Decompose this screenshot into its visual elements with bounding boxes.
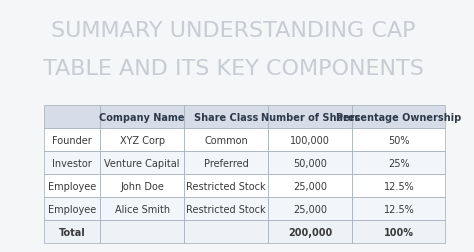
Bar (44, 198, 100, 220)
Text: 25%: 25% (388, 158, 410, 168)
Bar (352, 198, 446, 220)
Text: Investor: Investor (52, 158, 92, 168)
Bar (268, 220, 352, 243)
Bar (44, 106, 100, 129)
Text: TABLE AND ITS KEY COMPONENTS: TABLE AND ITS KEY COMPONENTS (43, 59, 424, 79)
Bar (268, 129, 352, 152)
Bar (184, 220, 268, 243)
Text: John Doe: John Doe (120, 181, 164, 191)
Text: Company Name: Company Name (100, 112, 185, 122)
Text: Share Class: Share Class (194, 112, 258, 122)
Text: 100,000: 100,000 (290, 135, 330, 145)
Text: Employee: Employee (48, 181, 96, 191)
Text: 12.5%: 12.5% (383, 181, 414, 191)
Text: Restricted Stock: Restricted Stock (186, 181, 266, 191)
Text: Preferred: Preferred (204, 158, 248, 168)
Text: Number of Shares: Number of Shares (261, 112, 360, 122)
Text: Percentage Ownership: Percentage Ownership (336, 112, 462, 122)
Bar (184, 152, 268, 175)
Text: Venture Capital: Venture Capital (104, 158, 180, 168)
Bar (268, 175, 352, 198)
Bar (44, 220, 100, 243)
Bar (100, 106, 184, 129)
Bar (352, 175, 446, 198)
Bar (352, 152, 446, 175)
Bar (100, 175, 184, 198)
Bar (44, 129, 100, 152)
Bar (184, 106, 268, 129)
Text: XYZ Corp: XYZ Corp (119, 135, 165, 145)
Bar (184, 175, 268, 198)
Bar (100, 198, 184, 220)
Text: SUMMARY UNDERSTANDING CAP: SUMMARY UNDERSTANDING CAP (51, 21, 416, 41)
Text: 25,000: 25,000 (293, 181, 327, 191)
Text: Common: Common (204, 135, 248, 145)
Bar (184, 129, 268, 152)
Text: Total: Total (59, 227, 86, 237)
Text: 200,000: 200,000 (288, 227, 332, 237)
Bar (100, 220, 184, 243)
Text: Alice Smith: Alice Smith (115, 204, 170, 214)
Bar (100, 152, 184, 175)
Bar (352, 129, 446, 152)
Text: 12.5%: 12.5% (383, 204, 414, 214)
Text: 50%: 50% (388, 135, 410, 145)
Bar (100, 129, 184, 152)
Text: 100%: 100% (384, 227, 414, 237)
Bar (352, 220, 446, 243)
Bar (268, 198, 352, 220)
Bar (268, 152, 352, 175)
Text: Employee: Employee (48, 204, 96, 214)
Bar (352, 106, 446, 129)
Text: 50,000: 50,000 (293, 158, 327, 168)
Text: 25,000: 25,000 (293, 204, 327, 214)
Text: Founder: Founder (52, 135, 92, 145)
Bar (184, 198, 268, 220)
Bar (44, 175, 100, 198)
Text: Restricted Stock: Restricted Stock (186, 204, 266, 214)
Bar (44, 152, 100, 175)
Bar (268, 106, 352, 129)
